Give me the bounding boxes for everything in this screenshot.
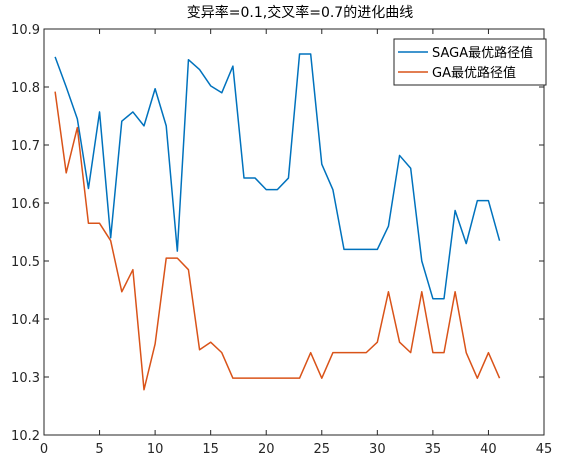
- legend-label-saga: SAGA最优路径值: [432, 45, 533, 61]
- y-tick-label: 10.2: [11, 429, 40, 444]
- y-tick-label: 10.9: [11, 23, 40, 38]
- x-tick-label: 15: [202, 442, 219, 457]
- x-tick-label: 30: [369, 442, 386, 457]
- x-axis-ticks: 0 5 10 15 20 25 30 35 40 45: [40, 29, 552, 457]
- x-tick-label: 0: [40, 442, 48, 457]
- y-tick-label: 10.7: [11, 139, 40, 154]
- x-tick-label: 25: [314, 442, 331, 457]
- legend: SAGA最优路径值 GA最优路径值: [393, 38, 547, 86]
- x-tick-label: 5: [95, 442, 103, 457]
- series-lines: [54, 53, 501, 391]
- y-tick-label: 10.5: [11, 255, 40, 270]
- x-tick-label: 10: [147, 442, 164, 457]
- x-tick-label: 40: [480, 442, 497, 457]
- x-tick-label: 45: [536, 442, 553, 457]
- plot-area: [43, 28, 545, 436]
- chart-title: 变异率=0.1,交叉率=0.7的进化曲线: [187, 4, 413, 21]
- y-tick-label: 10.3: [11, 371, 40, 386]
- y-tick-label: 10.4: [11, 313, 40, 328]
- x-tick-label: 35: [425, 442, 442, 457]
- series-line-ga: [54, 91, 501, 391]
- series-line-saga: [54, 53, 501, 300]
- y-axis-ticks: 10.2 10.3 10.4 10.5 10.6 10.7 10.8 10.9: [11, 23, 544, 444]
- legend-label-ga: GA最优路径值: [432, 65, 516, 81]
- legend-box: [393, 38, 547, 86]
- x-tick-label: 20: [258, 442, 275, 457]
- y-tick-label: 10.6: [11, 197, 40, 212]
- y-tick-label: 10.8: [11, 81, 40, 96]
